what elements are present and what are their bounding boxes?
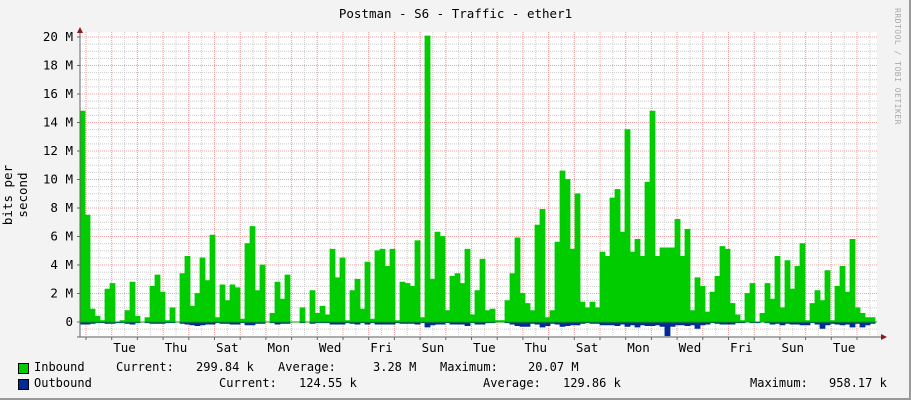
x-tick-label: Tue [113,340,136,355]
chart-title: Postman - S6 - Traffic - ether1 [338,6,573,21]
x-tick-label: Fri [730,340,753,355]
x-tick-label: Mon [267,340,290,355]
y-tick-label: 18 M [43,58,73,73]
inbound-current-label: Current: [116,360,174,374]
outbound-maximum: 958.17 k [829,376,887,390]
inbound-maximum-label: Maximum: [440,360,498,374]
y-tick-label: 8 M [50,200,73,215]
outbound-average: 129.86 k [563,376,621,390]
outbound-current-label: Current: [219,376,277,390]
y-tick-label: 20 M [43,29,73,44]
outbound-average-label: Average: [483,376,541,390]
y-tick-label: 4 M [50,257,73,272]
x-tick-label: Tue [473,340,496,355]
y-tick-label: 6 M [50,229,73,244]
watermark: RRDTOOL / TOBI OETIKER [893,8,902,125]
outbound-name: Outbound [34,376,92,390]
y-tick-label: 14 M [43,115,73,130]
inbound-name: Inbound [34,360,85,374]
x-tick-label: Tue [833,340,856,355]
y-tick-label: 10 M [43,172,73,187]
inbound-current: 299.84 k [196,360,254,374]
inbound-average-label: Average: [278,360,336,374]
x-tick-label: Wed [679,340,702,355]
series-area-inbound [79,35,876,323]
y-tick-label: 16 M [43,86,73,101]
y-tick-label: 12 M [43,143,73,158]
x-tick-label: Thu [165,340,188,355]
outbound-current: 124.55 k [299,376,357,390]
x-tick-label: Sat [576,340,599,355]
inbound-average: 3.28 M [373,360,417,374]
x-tick-label: Sat [216,340,239,355]
x-tick-label: Sun [422,340,445,355]
outbound-maximum-label: Maximum: [750,376,808,390]
y-axis-arrow-icon [77,27,83,33]
inbound-swatch [18,363,29,374]
x-tick-label: Fri [370,340,393,355]
x-axis-arrow-icon [881,334,887,340]
x-tick-label: Thu [524,340,547,355]
x-tick-label: Wed [319,340,342,355]
x-tick-label: Sun [781,340,804,355]
y-tick-label: 0 [65,314,73,329]
y-tick-label: 2 M [50,286,73,301]
outbound-swatch [18,379,29,390]
x-tick-label: Mon [627,340,650,355]
inbound-maximum: 20.07 M [528,360,579,374]
